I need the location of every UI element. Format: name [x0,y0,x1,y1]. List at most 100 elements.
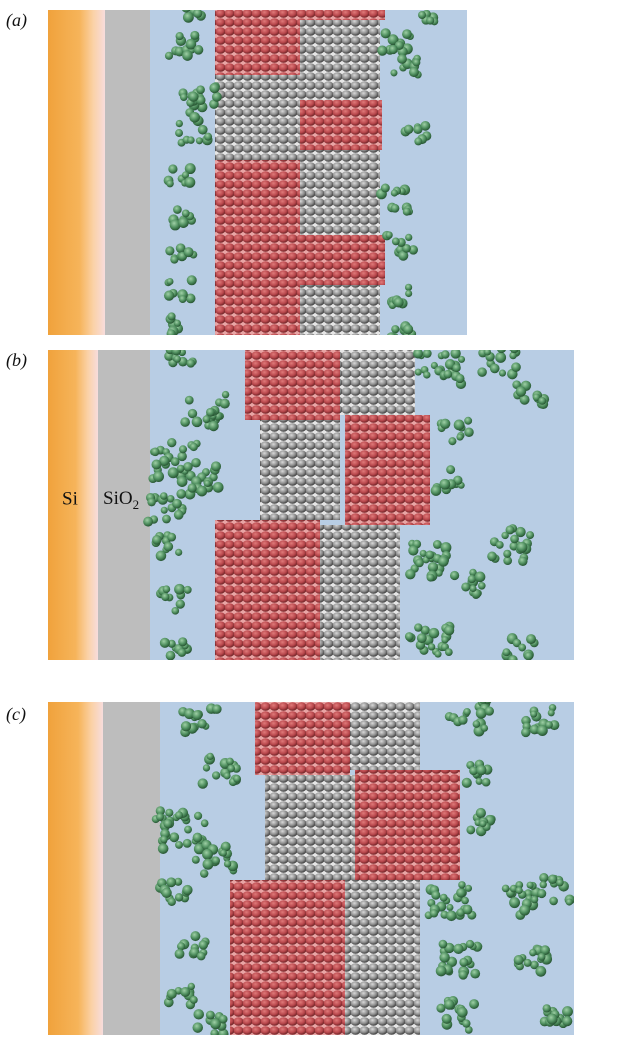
green-group [198,0,207,6]
green-group [518,644,526,652]
green-group [198,778,208,788]
molecule-block [215,160,300,335]
green-group [509,897,520,908]
green-group [439,940,448,949]
molecule-block [300,0,385,20]
green-group [439,952,449,962]
green-group [478,582,486,590]
green-group [188,92,198,102]
green-group [160,836,168,844]
molecule-block [255,702,350,775]
green-group [490,364,500,374]
green-group [390,69,397,76]
green-group [203,764,210,771]
green-group [222,391,229,398]
green-group [462,778,472,788]
green-group [481,724,488,731]
green-group [423,349,432,358]
molecule-block [265,775,355,880]
green-group [405,284,412,291]
green-group [456,434,463,441]
green-group [458,715,467,724]
green-group [211,461,221,471]
green-group [176,32,184,40]
green-group [184,247,194,257]
green-group [163,819,172,828]
green-group [196,85,205,94]
green-group [193,1009,203,1019]
green-group [466,826,475,835]
green-group [524,959,532,967]
green-group [463,708,471,716]
green-group [203,415,211,423]
green-group [174,355,181,362]
green-group [192,710,202,720]
green-group [197,719,206,728]
molecule-block [320,525,400,660]
green-group [413,59,421,67]
panel-label: (c) [6,704,26,725]
green-group [151,448,160,457]
green-group [178,637,187,646]
green-group [397,54,407,64]
green-group [161,888,171,898]
green-group [516,386,526,396]
green-group [405,569,415,579]
green-group [152,535,162,545]
green-group [439,479,450,490]
green-group [165,809,173,817]
green-group [453,944,463,954]
molecule-block [245,350,340,420]
molecule-block [300,285,380,335]
green-group [442,1014,452,1024]
green-group [226,758,234,766]
green-group [176,120,183,127]
green-group [168,312,176,320]
green-group [179,445,187,453]
green-group [430,909,438,917]
green-group [462,1019,470,1027]
green-group [210,1029,218,1037]
green-group [503,550,511,558]
green-group [404,125,413,134]
green-group [538,397,546,405]
green-group [182,885,192,895]
molecule-block [300,20,380,100]
green-group [517,542,528,553]
green-group [161,507,168,514]
green-group [158,843,169,854]
green-group [381,28,391,38]
green-group [440,419,450,429]
molecule-block [215,10,300,75]
green-group [461,582,470,591]
green-group [178,648,187,657]
molecule-block [215,75,300,160]
green-group [184,586,192,594]
green-group [219,1015,228,1024]
green-group [166,651,176,661]
green-group [420,121,430,131]
green-group [452,364,460,372]
green-group [185,396,194,405]
green-group [187,359,196,368]
green-group [175,893,183,901]
green-group [469,999,479,1009]
green-group [476,778,483,785]
green-group [549,897,558,906]
green-group [526,634,536,644]
green-group [456,888,466,898]
green-group [175,129,183,137]
green-group [385,231,392,238]
green-group [436,966,447,977]
green-group [209,83,219,93]
green-group [184,177,195,188]
green-group [169,832,179,842]
green-group [213,482,224,493]
green-group [418,11,426,19]
green-group [482,778,491,787]
page: {"panels": [ {"label": "(a)"}, {"label":… [0,0,629,1043]
green-group [175,549,182,556]
green-group [441,636,448,643]
green-group [220,399,230,409]
green-group [193,833,203,843]
